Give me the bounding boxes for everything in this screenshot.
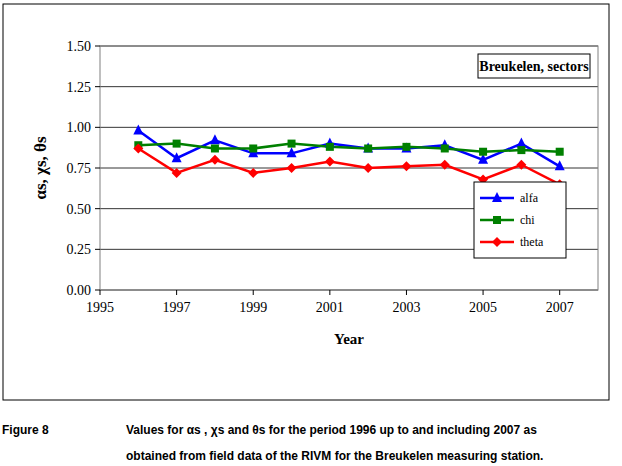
data-point	[172, 168, 182, 178]
caption-label: Figure 8	[2, 423, 49, 437]
plot-data	[133, 125, 564, 190]
chart-border	[3, 4, 609, 400]
x-tick-label: 1995	[86, 300, 114, 315]
data-point	[556, 148, 564, 156]
y-tick-label: 0.50	[67, 202, 92, 217]
y-tick	[95, 168, 100, 169]
data-point	[287, 163, 297, 173]
legend-marker	[493, 216, 501, 224]
y-tick	[95, 46, 100, 47]
data-point	[325, 156, 335, 166]
series-line	[138, 144, 559, 152]
x-tick	[483, 290, 484, 295]
x-axis-label: Year	[334, 331, 364, 347]
x-tick	[176, 290, 177, 295]
x-tick	[100, 290, 101, 295]
data-point	[516, 138, 526, 148]
data-point	[172, 152, 182, 162]
y-tick-label: 1.00	[67, 120, 92, 135]
title-frame	[478, 54, 590, 78]
legend: alfa chi theta	[474, 182, 566, 258]
x-tick	[253, 290, 254, 295]
data-point	[326, 143, 334, 151]
x-tick-label: 1997	[163, 300, 191, 315]
y-tick-label: 0.25	[67, 242, 92, 257]
grid-line	[100, 127, 598, 128]
data-point	[210, 155, 220, 165]
legend-label: chi	[520, 213, 535, 227]
y-axis-label: αs, χs, θs	[31, 136, 50, 199]
data-point	[363, 142, 373, 152]
caption-text: Values for αs , χs and θs for the period…	[126, 423, 537, 437]
y-tick-label: 1.50	[67, 39, 92, 54]
title-box: Breukelen, sectors	[478, 54, 590, 78]
y-tick	[95, 127, 100, 128]
y-tick	[95, 249, 100, 250]
x-tick-label: 2005	[469, 300, 497, 315]
x-tick-label: 1999	[239, 300, 267, 315]
data-point	[555, 160, 565, 170]
data-point	[401, 142, 411, 152]
plot-frame	[100, 46, 598, 290]
y-tick-label: 0.00	[67, 283, 92, 298]
data-point	[210, 134, 220, 144]
data-point	[173, 140, 181, 148]
y-tick	[95, 290, 100, 291]
data-point	[516, 160, 526, 170]
series-line	[138, 148, 559, 184]
grid-line	[100, 86, 598, 87]
x-tick	[559, 290, 560, 295]
data-point	[364, 144, 372, 152]
y-tick	[95, 86, 100, 87]
x-tick	[329, 290, 330, 295]
data-point	[288, 140, 296, 148]
legend-label: alfa	[520, 191, 539, 205]
data-point	[479, 148, 487, 156]
chart: 0.00 0.25 0.50 0.75 1.00 1.25 1.50 1995 1997 1999…	[0, 0, 622, 466]
legend-marker	[492, 192, 502, 202]
data-point	[249, 144, 257, 152]
y-tick-label: 1.25	[67, 80, 92, 95]
legend-marker	[492, 237, 502, 247]
data-point	[363, 163, 373, 173]
y-tick-label: 0.75	[67, 161, 92, 176]
x-tick	[406, 290, 407, 295]
data-point	[133, 143, 143, 153]
data-point	[440, 160, 450, 170]
legend-frame	[474, 182, 566, 258]
x-tick-label: 2007	[546, 300, 574, 315]
x-tick-label: 2001	[316, 300, 344, 315]
data-point	[211, 144, 219, 152]
data-point	[287, 147, 297, 157]
data-point	[133, 125, 143, 135]
y-tick	[95, 208, 100, 209]
data-point	[248, 168, 258, 178]
data-point	[517, 146, 525, 154]
legend-label: theta	[520, 235, 544, 249]
data-point	[402, 143, 410, 151]
caption-text: obtained from field data of the RIVM for…	[126, 449, 543, 463]
title: Breukelen, sectors	[479, 59, 589, 74]
data-point	[441, 144, 449, 152]
series-line	[138, 131, 559, 167]
data-point	[401, 161, 411, 171]
x-tick-label: 2003	[392, 300, 420, 315]
